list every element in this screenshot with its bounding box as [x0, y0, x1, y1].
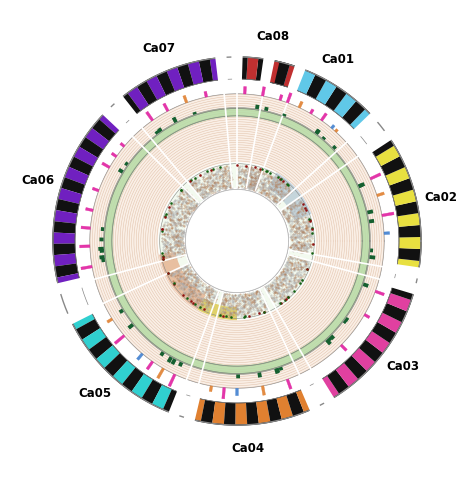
Wedge shape [345, 317, 349, 322]
Wedge shape [212, 402, 226, 425]
Wedge shape [64, 167, 89, 185]
Wedge shape [375, 290, 384, 296]
Wedge shape [244, 87, 246, 94]
Wedge shape [215, 54, 228, 82]
Wedge shape [146, 361, 154, 370]
Wedge shape [286, 379, 292, 389]
Wedge shape [283, 65, 300, 89]
Wedge shape [100, 249, 104, 253]
Wedge shape [382, 303, 407, 322]
Wedge shape [363, 282, 369, 288]
Wedge shape [335, 129, 338, 133]
Wedge shape [384, 232, 390, 235]
Wedge shape [210, 58, 223, 81]
Wedge shape [261, 386, 265, 395]
Wedge shape [157, 128, 162, 133]
Wedge shape [137, 353, 143, 361]
Text: Ca03: Ca03 [387, 360, 419, 373]
Wedge shape [156, 71, 175, 95]
Wedge shape [369, 219, 374, 223]
Text: Ca05: Ca05 [79, 387, 112, 400]
Wedge shape [398, 248, 421, 261]
Wedge shape [282, 113, 287, 117]
Wedge shape [146, 76, 166, 100]
Wedge shape [382, 212, 394, 217]
Wedge shape [310, 109, 314, 114]
Wedge shape [100, 238, 104, 241]
Wedge shape [385, 167, 410, 186]
Wedge shape [399, 237, 421, 249]
Wedge shape [204, 91, 208, 97]
Wedge shape [369, 255, 375, 260]
Wedge shape [118, 308, 124, 314]
Wedge shape [394, 264, 422, 279]
Wedge shape [367, 209, 374, 214]
Text: Ca02: Ca02 [424, 191, 457, 204]
Wedge shape [344, 356, 367, 379]
Wedge shape [398, 225, 421, 238]
Wedge shape [107, 318, 113, 323]
Wedge shape [54, 254, 77, 267]
Wedge shape [352, 348, 375, 371]
Wedge shape [276, 62, 292, 87]
Wedge shape [320, 113, 328, 121]
Wedge shape [99, 255, 105, 259]
Wedge shape [53, 243, 75, 255]
Wedge shape [391, 278, 419, 295]
Wedge shape [152, 385, 172, 410]
Wedge shape [70, 309, 95, 330]
Wedge shape [183, 95, 188, 103]
Wedge shape [101, 258, 105, 262]
Wedge shape [159, 252, 206, 309]
Wedge shape [92, 187, 99, 192]
Text: Ca07: Ca07 [143, 41, 175, 54]
Wedge shape [260, 56, 275, 84]
Wedge shape [274, 368, 279, 374]
Wedge shape [81, 265, 92, 270]
Wedge shape [101, 227, 104, 231]
Wedge shape [286, 93, 292, 103]
Wedge shape [81, 226, 91, 229]
Wedge shape [296, 388, 315, 413]
Wedge shape [372, 322, 396, 343]
Wedge shape [172, 117, 178, 123]
Circle shape [185, 189, 289, 293]
Wedge shape [364, 313, 370, 319]
Wedge shape [395, 201, 419, 216]
Wedge shape [124, 161, 128, 166]
Wedge shape [167, 356, 173, 363]
Wedge shape [76, 319, 100, 340]
Wedge shape [224, 402, 236, 425]
Wedge shape [53, 232, 75, 244]
Wedge shape [163, 389, 182, 414]
Wedge shape [53, 221, 76, 233]
Wedge shape [266, 398, 282, 422]
Wedge shape [166, 67, 184, 92]
Wedge shape [118, 93, 141, 117]
Wedge shape [55, 278, 83, 295]
Wedge shape [370, 248, 373, 253]
Wedge shape [377, 313, 402, 333]
Wedge shape [96, 345, 120, 368]
Wedge shape [156, 368, 164, 379]
Wedge shape [325, 86, 347, 111]
Wedge shape [104, 108, 370, 374]
Wedge shape [327, 370, 349, 394]
Wedge shape [120, 142, 125, 147]
Wedge shape [287, 64, 306, 92]
Wedge shape [331, 124, 335, 129]
Wedge shape [236, 388, 238, 396]
Wedge shape [82, 328, 106, 350]
Wedge shape [99, 111, 122, 134]
Wedge shape [261, 87, 265, 96]
Wedge shape [264, 107, 269, 111]
Wedge shape [79, 137, 103, 158]
Wedge shape [381, 156, 405, 176]
Wedge shape [104, 353, 128, 377]
Wedge shape [359, 340, 383, 362]
Wedge shape [157, 127, 163, 133]
Wedge shape [61, 177, 85, 194]
Wedge shape [328, 336, 332, 342]
Wedge shape [306, 74, 326, 99]
